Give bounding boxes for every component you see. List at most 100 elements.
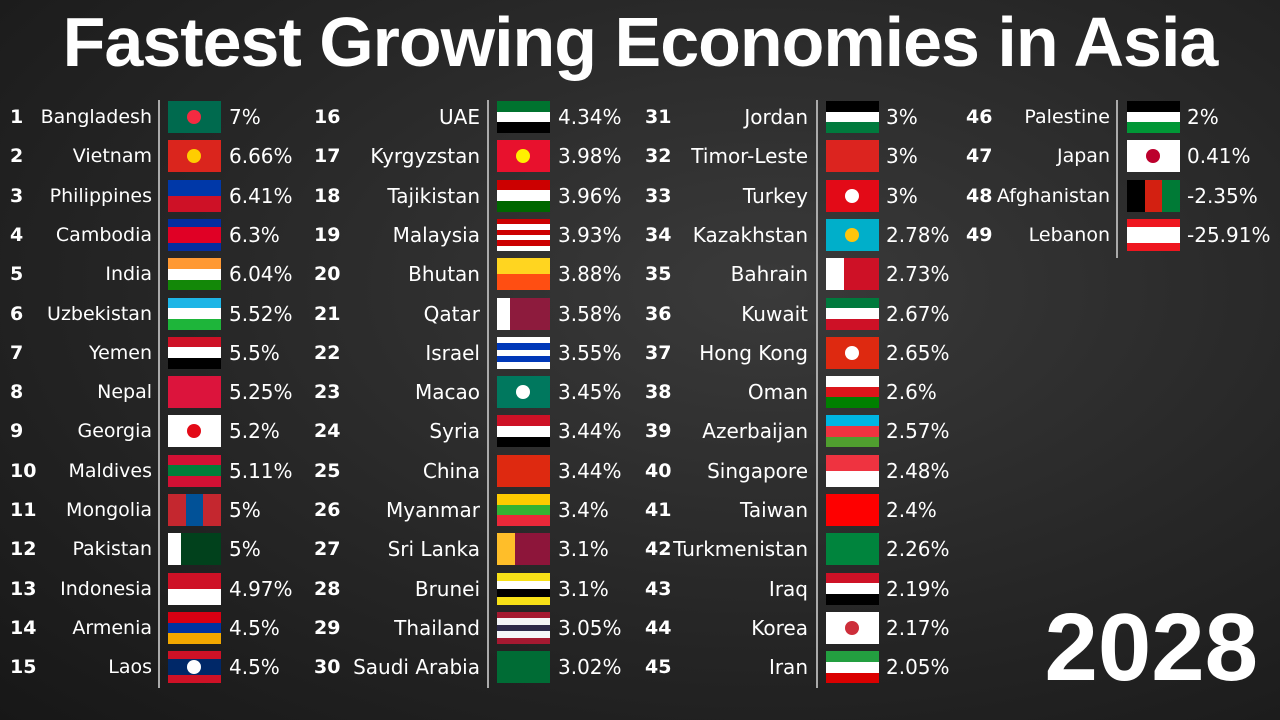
- flag: [168, 651, 221, 684]
- country-name: Philippines: [49, 184, 152, 207]
- flag: [497, 651, 550, 684]
- flag: [826, 415, 879, 448]
- flag: [826, 101, 879, 133]
- growth-value: 5.2%: [229, 419, 280, 444]
- country-name: Tajikistan: [387, 183, 480, 208]
- country-name: Iran: [768, 655, 808, 680]
- flag: [497, 101, 550, 133]
- rank: 7: [10, 341, 24, 364]
- growth-value: 3.58%: [558, 301, 622, 326]
- flag: [826, 179, 879, 212]
- rank: 29: [314, 616, 341, 639]
- country-name: Turkey: [742, 183, 808, 208]
- country-name: Pakistan: [72, 538, 152, 561]
- rank: 15: [10, 656, 37, 679]
- flag: [826, 611, 879, 644]
- growth-value: 2.57%: [886, 419, 950, 444]
- flag: [1127, 179, 1180, 212]
- growth-value: 4.5%: [229, 655, 280, 680]
- country-name: Taiwan: [739, 498, 808, 522]
- growth-value: 2.48%: [886, 458, 950, 483]
- growth-value: 3%: [886, 183, 918, 208]
- flag: [168, 611, 221, 644]
- rank: 12: [10, 538, 37, 561]
- flag: [168, 376, 221, 409]
- growth-value: 7%: [229, 105, 261, 129]
- growth-value: 2.26%: [886, 537, 950, 562]
- flag: [1127, 101, 1180, 133]
- country-name: Mongolia: [66, 499, 152, 521]
- growth-value: 2.73%: [886, 262, 950, 287]
- country-name: Syria: [429, 419, 480, 444]
- rank: 11: [10, 499, 37, 521]
- rank: 45: [645, 656, 672, 679]
- rank: 21: [314, 302, 341, 325]
- flag: [497, 415, 550, 448]
- country-name: Saudi Arabia: [353, 655, 480, 680]
- flag: [826, 297, 879, 330]
- growth-value: 3.1%: [558, 537, 609, 562]
- growth-value: 2.4%: [886, 498, 937, 522]
- rank: 2: [10, 145, 24, 168]
- growth-value: -2.35%: [1187, 183, 1258, 208]
- growth-value: 3.93%: [558, 222, 622, 247]
- rank: 48: [966, 184, 993, 207]
- growth-value: 3.4%: [558, 498, 609, 522]
- flag: [1127, 140, 1180, 173]
- flag: [168, 415, 221, 448]
- rank: 30: [314, 656, 341, 679]
- flag: [497, 258, 550, 291]
- country-name: Uzbekistan: [47, 302, 152, 325]
- rank: 14: [10, 616, 37, 639]
- rank: 3: [10, 184, 24, 207]
- flag: [168, 533, 221, 566]
- flag: [497, 533, 550, 566]
- country-name: Sri Lanka: [387, 537, 480, 562]
- country-name: Brunei: [414, 576, 480, 601]
- country-name: Kyrgyzstan: [370, 144, 480, 169]
- growth-value: 6.66%: [229, 144, 293, 169]
- country-name: Laos: [108, 656, 152, 679]
- country-name: Israel: [425, 340, 480, 365]
- flag: [826, 494, 879, 526]
- country-name: Qatar: [423, 301, 480, 326]
- rank: 26: [314, 499, 341, 521]
- rank: 22: [314, 341, 341, 364]
- country-name: Afghanistan: [996, 184, 1110, 207]
- growth-value: 2.78%: [886, 222, 950, 247]
- country-name: Vietnam: [72, 145, 152, 168]
- rank: 17: [314, 145, 341, 168]
- country-name: Japan: [1057, 145, 1110, 168]
- growth-value: 3.44%: [558, 419, 622, 444]
- rank: 31: [645, 106, 672, 128]
- rank: 47: [966, 145, 993, 168]
- rank: 46: [966, 106, 993, 128]
- growth-value: 4.5%: [229, 615, 280, 640]
- rank: 35: [645, 263, 672, 286]
- flag: [168, 101, 221, 133]
- rank: 43: [645, 577, 672, 600]
- flag: [497, 336, 550, 369]
- country-name: Thailand: [394, 615, 480, 640]
- flag: [168, 140, 221, 173]
- country-name: Hong Kong: [699, 340, 808, 365]
- separator: [487, 100, 489, 688]
- country-name: India: [105, 263, 152, 286]
- flag: [497, 179, 550, 212]
- flag: [497, 611, 550, 644]
- rank: 25: [314, 459, 341, 482]
- flag: [826, 651, 879, 684]
- growth-value: 3.98%: [558, 144, 622, 169]
- growth-value: 5.5%: [229, 340, 280, 365]
- growth-value: 3.88%: [558, 262, 622, 287]
- flag: [168, 258, 221, 291]
- flag: [497, 454, 550, 487]
- rank: 27: [314, 538, 341, 561]
- rank: 34: [645, 223, 672, 246]
- growth-value: 3.1%: [558, 576, 609, 601]
- country-name: Singapore: [707, 458, 808, 483]
- flag: [826, 376, 879, 409]
- country-name: Bangladesh: [40, 106, 152, 128]
- flag: [826, 258, 879, 291]
